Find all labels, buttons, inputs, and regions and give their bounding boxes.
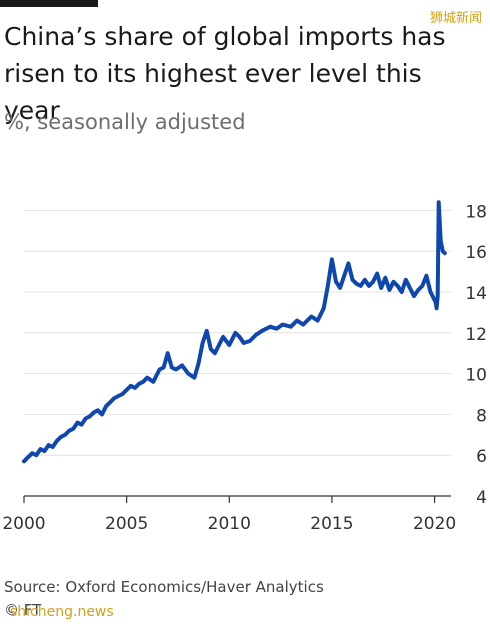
x-tick-label: 2010 [208, 514, 251, 534]
line-chart: 4 6 8 10 12 14 16 18 2000 2005 2010 2015 2020 [2, 200, 487, 534]
chart-title: China’s share of global imports has rise… [4, 22, 446, 125]
y-tick-label: 8 [476, 406, 487, 426]
series [22, 200, 447, 464]
y-tick-label: 16 [465, 243, 487, 263]
y-tick-label: 14 [465, 284, 487, 304]
y-tick-label: 4 [476, 488, 487, 508]
y-tick-label: 12 [465, 325, 487, 345]
x-axis-labels: 2000 2005 2010 2015 2020 [2, 514, 456, 534]
source-note: Source: Oxford Economics/Haver Analytics [4, 578, 324, 596]
x-axis [23, 495, 451, 503]
x-tick-label: 2015 [310, 514, 353, 534]
watermark-url: shicheng.news [10, 604, 114, 620]
top-rule [0, 0, 98, 7]
x-tick-label: 2000 [2, 514, 45, 534]
x-tick-label: 2005 [105, 514, 148, 534]
gridlines [24, 209, 451, 456]
series-line [22, 200, 447, 464]
y-tick-label: 6 [476, 447, 487, 467]
y-tick-label: 18 [465, 202, 487, 222]
ft-credit: © FT [4, 601, 42, 619]
y-axis-labels: 4 6 8 10 12 14 16 18 [465, 202, 487, 508]
chart-subtitle: %, seasonally adjusted [4, 110, 246, 134]
watermark-logo: 狮城新闻 [429, 11, 482, 26]
x-tick-label: 2020 [413, 514, 456, 534]
y-tick-label: 10 [465, 366, 487, 386]
